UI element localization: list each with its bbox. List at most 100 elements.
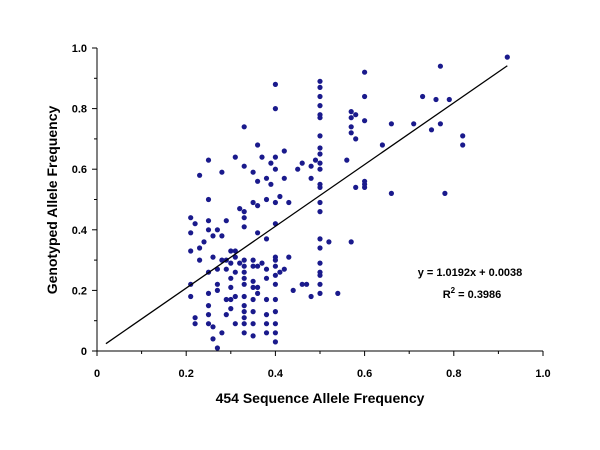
data-point (263, 196, 270, 203)
data-point (205, 196, 212, 203)
data-point (317, 245, 323, 251)
data-point (188, 293, 194, 300)
data-point (192, 315, 198, 321)
data-point (348, 124, 354, 130)
r-squared-prefix: R (443, 289, 451, 301)
data-point (188, 230, 194, 236)
x-tick-label: 0.8 (446, 368, 461, 380)
data-point (268, 160, 274, 166)
data-point (241, 303, 247, 309)
data-point (348, 130, 354, 136)
data-point (232, 248, 238, 254)
data-point (205, 290, 212, 296)
data-point (433, 96, 439, 103)
data-point (308, 293, 314, 300)
data-point (214, 281, 220, 287)
data-point (192, 321, 198, 327)
x-tick-label: 0.6 (357, 368, 372, 380)
x-axis-title: 454 Sequence Allele Frequency (216, 390, 425, 406)
data-point (272, 339, 278, 345)
data-point (362, 184, 368, 190)
data-point (362, 93, 368, 100)
r-squared-superscript: 2 (451, 286, 456, 295)
data-point (237, 260, 243, 266)
data-point (259, 154, 265, 160)
data-point (317, 84, 323, 90)
data-point (210, 336, 216, 342)
data-point (290, 287, 296, 293)
data-point (241, 215, 247, 221)
data-point (228, 248, 234, 254)
data-point (286, 254, 292, 260)
data-point (388, 190, 394, 196)
x-tick-label: 0 (94, 368, 100, 380)
data-point (241, 257, 247, 263)
y-tick-label: 0.2 (72, 285, 87, 297)
data-point (286, 199, 292, 206)
data-point (362, 118, 368, 124)
r-squared-value: = 0.3986 (455, 289, 501, 301)
data-point (335, 290, 341, 296)
data-point (232, 293, 238, 300)
data-point (272, 166, 278, 172)
data-point (219, 330, 225, 336)
data-point (317, 272, 323, 278)
chart-axes (96, 48, 543, 352)
data-point (241, 209, 247, 215)
data-point (223, 218, 229, 224)
data-point (223, 312, 229, 318)
data-point (353, 112, 359, 118)
data-point (263, 296, 270, 303)
data-point (214, 287, 220, 293)
data-point (192, 221, 198, 227)
data-point (281, 175, 287, 181)
data-point (210, 254, 216, 260)
data-point (348, 239, 354, 245)
y-tick-label: 0.8 (72, 104, 87, 116)
data-point (223, 296, 229, 303)
data-point (255, 290, 261, 296)
data-point (272, 263, 278, 269)
data-point (272, 199, 278, 206)
data-point (228, 284, 234, 290)
data-point (272, 257, 278, 263)
data-point (317, 184, 323, 190)
data-point (255, 263, 261, 269)
data-point (317, 93, 323, 100)
data-point (214, 345, 220, 351)
x-tick-label: 0.2 (179, 368, 194, 380)
trendline (105, 65, 508, 345)
data-point (241, 124, 247, 130)
data-point (250, 284, 256, 290)
data-point (241, 224, 247, 230)
axis-ticks: 0 0.2 0.4 0.6 0.8 1.0 0 0.2 0.4 0.6 0.8 1.0 (72, 43, 551, 380)
data-point (241, 269, 247, 275)
data-point (317, 166, 323, 172)
data-point (250, 169, 256, 175)
data-point (205, 227, 212, 233)
data-point (299, 281, 305, 287)
data-point (348, 115, 354, 121)
data-point (460, 142, 466, 148)
data-point (308, 163, 314, 169)
data-point (228, 296, 234, 303)
data-point (277, 269, 283, 275)
data-point (241, 263, 247, 269)
data-point (255, 142, 261, 148)
data-point (205, 303, 212, 309)
data-point (241, 330, 247, 336)
data-point (250, 199, 256, 206)
data-point (250, 309, 256, 315)
data-point (442, 190, 448, 196)
x-tick-label: 1.0 (535, 368, 550, 380)
data-point (317, 160, 323, 166)
data-point (317, 199, 323, 206)
data-point (446, 96, 452, 103)
data-point (197, 245, 203, 251)
data-point (255, 230, 261, 236)
data-point (263, 312, 270, 318)
data-point (197, 172, 203, 178)
data-point (304, 281, 310, 287)
data-point (308, 175, 314, 181)
